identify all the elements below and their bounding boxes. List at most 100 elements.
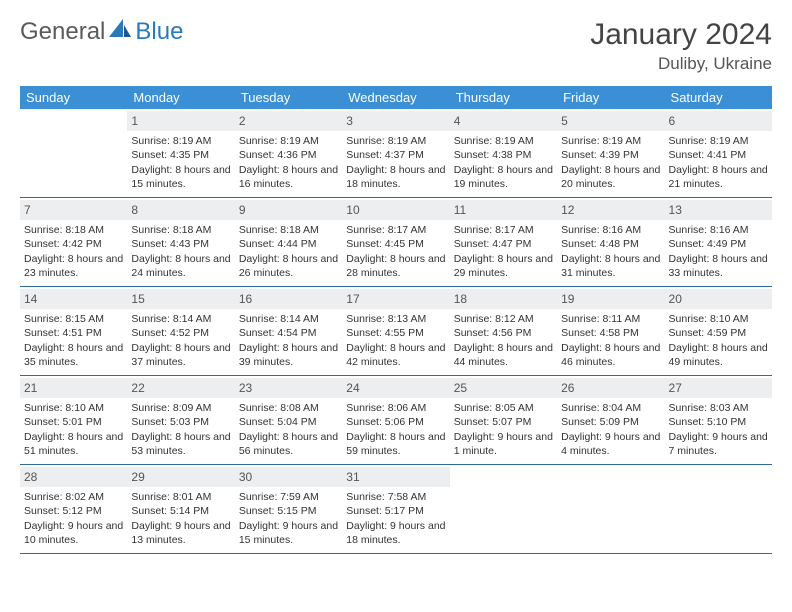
day-cell: 28Sunrise: 8:02 AMSunset: 5:12 PMDayligh… xyxy=(20,465,127,553)
day-cell: 23Sunrise: 8:08 AMSunset: 5:04 PMDayligh… xyxy=(235,376,342,464)
sail-icon xyxy=(109,18,131,46)
daylight-text: Daylight: 8 hours and 56 minutes. xyxy=(239,430,338,458)
day-cell xyxy=(450,465,557,553)
sunset-text: Sunset: 4:39 PM xyxy=(561,148,660,162)
week-row: 14Sunrise: 8:15 AMSunset: 4:51 PMDayligh… xyxy=(20,287,772,376)
day-cell: 22Sunrise: 8:09 AMSunset: 5:03 PMDayligh… xyxy=(127,376,234,464)
day-number: 30 xyxy=(235,467,342,487)
day-number: 29 xyxy=(127,467,234,487)
day-cell: 29 Sunrise: 8:01 AMSunset: 5:14 PMDayligh… xyxy=(127,465,234,553)
weekday-header: Thursday xyxy=(450,86,557,109)
sunset-text: Sunset: 5:07 PM xyxy=(454,415,553,429)
sunrise-text: Sunrise: 7:58 AM xyxy=(346,490,445,504)
sunrise-text: Sunrise: 8:17 AM xyxy=(346,223,445,237)
sunset-text: Sunset: 5:03 PM xyxy=(131,415,230,429)
sunset-text: Sunset: 4:38 PM xyxy=(454,148,553,162)
daylight-text: Daylight: 9 hours and 7 minutes. xyxy=(669,430,768,458)
day-number: 26 xyxy=(557,378,664,398)
sunrise-text: Sunrise: 8:13 AM xyxy=(346,312,445,326)
day-number: 24 xyxy=(342,378,449,398)
sunrise-text: Sunrise: 8:19 AM xyxy=(346,134,445,148)
sunrise-text: Sunrise: 8:05 AM xyxy=(454,401,553,415)
day-number: 28 xyxy=(20,467,127,487)
daylight-text: Daylight: 8 hours and 19 minutes. xyxy=(454,163,553,191)
sunrise-text: Sunrise: 8:12 AM xyxy=(454,312,553,326)
sunrise-text: Sunrise: 8:16 AM xyxy=(561,223,660,237)
sunrise-text: Sunrise: 8:10 AM xyxy=(24,401,123,415)
day-cell: 9Sunrise: 8:18 AMSunset: 4:44 PMDaylight… xyxy=(235,198,342,286)
sunset-text: Sunset: 5:01 PM xyxy=(24,415,123,429)
daylight-text: Daylight: 8 hours and 53 minutes. xyxy=(131,430,230,458)
daylight-text: Daylight: 9 hours and 10 minutes. xyxy=(24,519,123,547)
day-cell: 7Sunrise: 8:18 AMSunset: 4:42 PMDaylight… xyxy=(20,198,127,286)
page-header: General Blue January 2024 Duliby, Ukrain… xyxy=(20,18,772,74)
sunset-text: Sunset: 4:58 PM xyxy=(561,326,660,340)
sunrise-text: Sunrise: 8:18 AM xyxy=(131,223,230,237)
sunset-text: Sunset: 4:48 PM xyxy=(561,237,660,251)
daylight-text: Daylight: 8 hours and 28 minutes. xyxy=(346,252,445,280)
day-number: 27 xyxy=(665,378,772,398)
day-number: 4 xyxy=(450,111,557,131)
day-cell: 19 Sunrise: 8:11 AMSunset: 4:58 PMDayligh… xyxy=(557,287,664,375)
sunrise-text: Sunrise: 8:19 AM xyxy=(669,134,768,148)
weeks-container: 1Sunrise: 8:19 AMSunset: 4:35 PMDaylight… xyxy=(20,109,772,554)
weekday-header: Friday xyxy=(557,86,664,109)
sunset-text: Sunset: 4:55 PM xyxy=(346,326,445,340)
day-cell: 11Sunrise: 8:17 AMSunset: 4:47 PMDayligh… xyxy=(450,198,557,286)
day-cell: 13Sunrise: 8:16 AMSunset: 4:49 PMDayligh… xyxy=(665,198,772,286)
day-number: 31 xyxy=(342,467,449,487)
day-cell: 6Sunrise: 8:19 AMSunset: 4:41 PMDaylight… xyxy=(665,109,772,197)
sunset-text: Sunset: 5:17 PM xyxy=(346,504,445,518)
day-number: 19 xyxy=(557,289,664,309)
sunrise-text: Sunrise: 8:14 AM xyxy=(239,312,338,326)
daylight-text: Daylight: 8 hours and 44 minutes. xyxy=(454,341,553,369)
sunset-text: Sunset: 4:37 PM xyxy=(346,148,445,162)
sunrise-text: Sunrise: 8:19 AM xyxy=(239,134,338,148)
sunset-text: Sunset: 5:14 PM xyxy=(131,504,230,518)
sunrise-text: Sunrise: 8:19 AM xyxy=(131,134,230,148)
daylight-text: Daylight: 8 hours and 33 minutes. xyxy=(669,252,768,280)
sunset-text: Sunset: 4:35 PM xyxy=(131,148,230,162)
title-block: January 2024 Duliby, Ukraine xyxy=(590,18,772,74)
sunrise-text: Sunrise: 8:11 AM xyxy=(561,312,660,326)
day-number: 23 xyxy=(235,378,342,398)
daylight-text: Daylight: 8 hours and 16 minutes. xyxy=(239,163,338,191)
sunset-text: Sunset: 4:36 PM xyxy=(239,148,338,162)
sunrise-text: Sunrise: 8:03 AM xyxy=(669,401,768,415)
sunset-text: Sunset: 4:51 PM xyxy=(24,326,123,340)
day-number: 21 xyxy=(20,378,127,398)
day-number: 12 xyxy=(557,200,664,220)
week-row: 21Sunrise: 8:10 AMSunset: 5:01 PMDayligh… xyxy=(20,376,772,465)
day-cell: 25Sunrise: 8:05 AMSunset: 5:07 PMDayligh… xyxy=(450,376,557,464)
day-number: 14 xyxy=(20,289,127,309)
day-cell: 2Sunrise: 8:19 AMSunset: 4:36 PMDaylight… xyxy=(235,109,342,197)
day-cell: 26Sunrise: 8:04 AMSunset: 5:09 PMDayligh… xyxy=(557,376,664,464)
weekday-header-row: SundayMondayTuesdayWednesdayThursdayFrid… xyxy=(20,86,772,109)
weekday-header: Monday xyxy=(127,86,234,109)
brand-part1: General xyxy=(20,18,105,46)
day-cell: 1Sunrise: 8:19 AMSunset: 4:35 PMDaylight… xyxy=(127,109,234,197)
weekday-header: Wednesday xyxy=(342,86,449,109)
daylight-text: Daylight: 8 hours and 35 minutes. xyxy=(24,341,123,369)
weekday-header: Saturday xyxy=(665,86,772,109)
sunrise-text: Sunrise: 8:17 AM xyxy=(454,223,553,237)
daylight-text: Daylight: 8 hours and 18 minutes. xyxy=(346,163,445,191)
sunrise-text: Sunrise: 7:59 AM xyxy=(239,490,338,504)
daylight-text: Daylight: 9 hours and 13 minutes. xyxy=(131,519,230,547)
weekday-header: Sunday xyxy=(20,86,127,109)
day-number: 18 xyxy=(450,289,557,309)
location-label: Duliby, Ukraine xyxy=(590,54,772,74)
sunrise-text: Sunrise: 8:06 AM xyxy=(346,401,445,415)
week-row: 28Sunrise: 8:02 AMSunset: 5:12 PMDayligh… xyxy=(20,465,772,554)
daylight-text: Daylight: 8 hours and 51 minutes. xyxy=(24,430,123,458)
sunrise-text: Sunrise: 8:04 AM xyxy=(561,401,660,415)
sunset-text: Sunset: 4:47 PM xyxy=(454,237,553,251)
day-cell: 12Sunrise: 8:16 AMSunset: 4:48 PMDayligh… xyxy=(557,198,664,286)
sunset-text: Sunset: 5:06 PM xyxy=(346,415,445,429)
sunrise-text: Sunrise: 8:01 AM xyxy=(131,490,230,504)
day-number: 13 xyxy=(665,200,772,220)
sunrise-text: Sunrise: 8:14 AM xyxy=(131,312,230,326)
day-number: 15 xyxy=(127,289,234,309)
sunrise-text: Sunrise: 8:08 AM xyxy=(239,401,338,415)
daylight-text: Daylight: 8 hours and 46 minutes. xyxy=(561,341,660,369)
